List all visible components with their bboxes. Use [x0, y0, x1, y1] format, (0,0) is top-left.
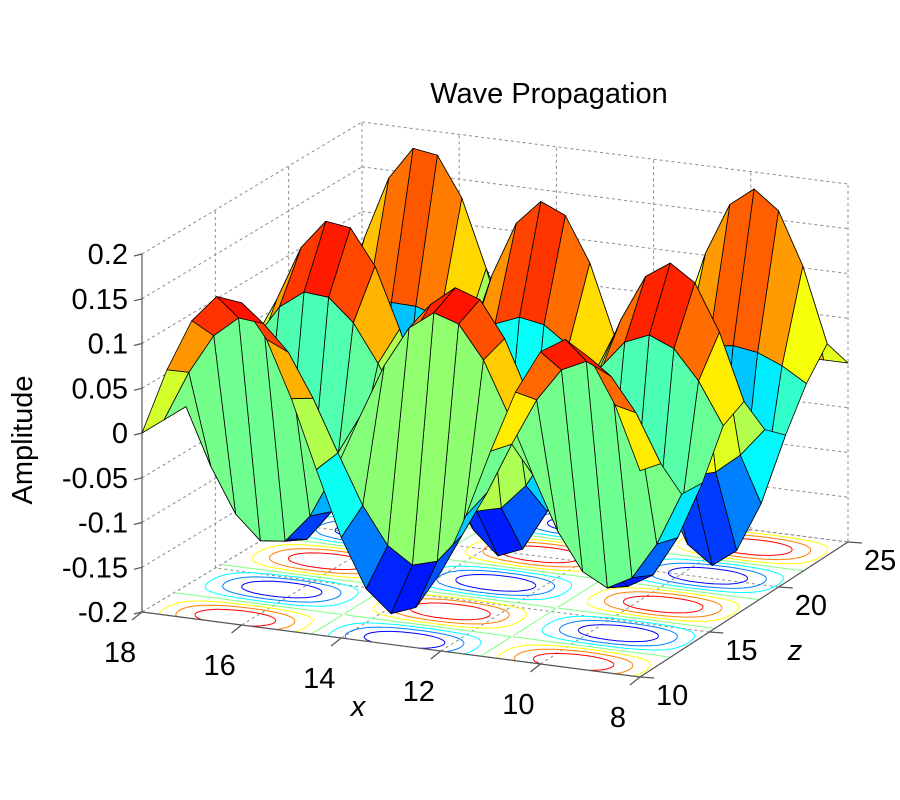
surface-mesh [141, 147, 849, 615]
amplitude-tick [133, 342, 143, 347]
z-axis-line [639, 541, 849, 678]
z-axis-label: Amplitude [7, 376, 39, 505]
x-tick-label: 8 [610, 702, 626, 734]
amplitude-tick-label: -0.2 [78, 597, 128, 629]
grid-line-z-floor [215, 567, 710, 633]
x-tick [131, 611, 143, 621]
amplitude-tick-label: -0.15 [62, 552, 128, 584]
amplitude-tick-label: 0.2 [88, 239, 128, 271]
amplitude-tick [133, 566, 143, 570]
z-tick [847, 541, 863, 544]
amplitude-tick [133, 387, 143, 391]
z-tick [778, 586, 793, 589]
amplitude-tick-label: 0.1 [88, 329, 128, 361]
z-tick-label: 25 [864, 545, 896, 577]
amplitude-tick [133, 432, 143, 436]
z-tick [639, 676, 655, 679]
x-tick [530, 663, 541, 673]
grid-line-a-left [141, 211, 363, 344]
x-axis-line [141, 611, 641, 678]
amplitude-tick-label: -0.05 [62, 463, 128, 495]
amplitude-tick-label: 0 [112, 418, 128, 450]
grid-line-a-left [141, 121, 363, 255]
z-tick [709, 631, 724, 634]
z-tick-label: 10 [656, 680, 688, 712]
x-tick-label: 18 [104, 637, 136, 669]
grid-line-a-back [361, 121, 849, 185]
grid-line-a-left [141, 479, 363, 613]
x-tick-label: 16 [203, 650, 235, 682]
x-tick [430, 650, 442, 660]
x-tick-label: 10 [502, 689, 534, 721]
x-tick-label: 14 [303, 663, 335, 695]
tick-labels: 0.2 0.15 0.1 0.05 0 -0.05 -0.1 -0.15 -0.2 18 16 14 1… [62, 239, 896, 734]
grid-line-z-floor [288, 523, 779, 588]
x-tick [231, 624, 242, 634]
amplitude-tick-label: 0.05 [72, 373, 128, 405]
amplitude-tick [133, 253, 143, 257]
x-tick-label: 12 [403, 676, 435, 708]
chart-title: Wave Propagation [430, 78, 668, 110]
x-tick [629, 676, 641, 686]
amplitude-tick [133, 477, 143, 481]
amplitude-tick-label: 0.15 [72, 284, 128, 316]
amplitude-tick [133, 521, 143, 526]
x-tick [330, 637, 342, 647]
z-tick-label: 15 [725, 635, 757, 667]
grid-line-a-left [141, 166, 363, 300]
x-axis-label: x [349, 691, 367, 723]
surface-patch [141, 369, 190, 434]
amplitude-tick-label: -0.1 [78, 508, 128, 540]
z-tick-label: 20 [795, 590, 827, 622]
amplitude-tick [133, 298, 143, 302]
grid-line-a-back [361, 479, 849, 543]
y-axis-label: z [787, 635, 803, 667]
